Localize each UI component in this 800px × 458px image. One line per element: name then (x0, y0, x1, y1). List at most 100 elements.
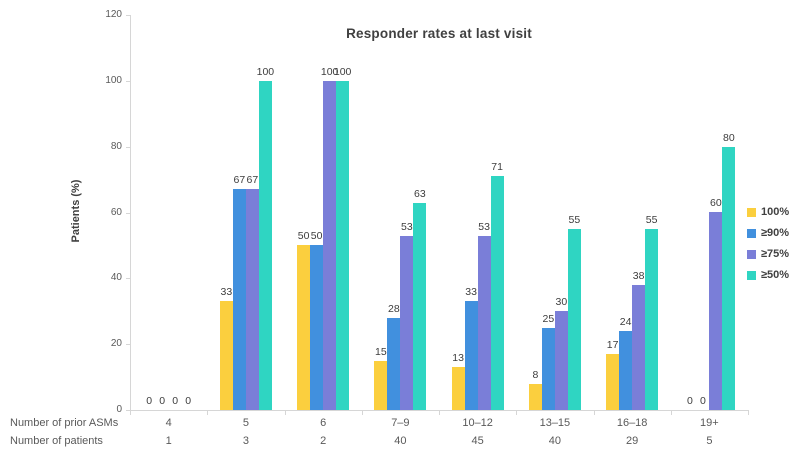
bar-≥50%-16–18 (645, 229, 659, 410)
bar-value-label: 55 (645, 214, 658, 226)
bar-value-label: 0 (172, 395, 179, 407)
y-tick-mark (126, 80, 130, 82)
category-label: 4 (165, 417, 172, 429)
category-label: 19+ (700, 417, 719, 429)
bar-≥75%-16–18 (632, 285, 646, 410)
y-tick-mark (126, 15, 130, 16)
x-tick-mark (748, 411, 749, 415)
bar-value-label: 0 (185, 395, 192, 407)
bar-≥75%-6 (323, 81, 337, 410)
bar-≥90%-16–18 (619, 331, 633, 410)
bar-value-label: 100 (333, 66, 352, 78)
x-tick-mark (593, 411, 595, 415)
x-row-label-patients: Number of patients (10, 435, 103, 447)
bar-≥50%-19+ (722, 147, 736, 410)
bar-≥75%-7–9 (400, 236, 414, 410)
bar-value-label: 33 (220, 286, 233, 298)
bar-100%-16–18 (606, 354, 620, 410)
patients-count-label: 2 (320, 435, 327, 447)
y-axis-title: Patients (%) (70, 179, 82, 243)
bar-value-label: 50 (310, 230, 323, 242)
legend-label: 100% (761, 206, 790, 218)
legend: 100% ≥90% ≥75% ≥50% (747, 206, 789, 290)
x-tick-mark (130, 411, 131, 415)
bar-≥75%-19+ (709, 212, 723, 410)
legend-swatch-icon (747, 270, 756, 280)
bar-100%-6 (297, 245, 311, 410)
legend-swatch-icon (747, 207, 756, 217)
y-tick-mark (126, 278, 130, 280)
bar-100%-13–15 (528, 384, 542, 410)
bar-value-label: 100 (256, 66, 275, 78)
category-label: 10–12 (462, 417, 493, 429)
bar-≥50%-5 (258, 81, 272, 410)
bar-value-label: 50 (297, 230, 310, 242)
bar-≥50%-10–12 (490, 176, 504, 410)
bar-value-label: 67 (246, 174, 259, 186)
bar-≥75%-13–15 (554, 311, 568, 410)
bar-value-label: 53 (401, 221, 413, 233)
legend-item-≥75%: ≥75% (747, 248, 789, 260)
patients-count-label: 3 (242, 435, 249, 447)
bar-value-label: 0 (699, 395, 706, 407)
bar-≥50%-7–9 (413, 203, 427, 410)
bar-≥90%-10–12 (464, 301, 478, 410)
bar-value-label: 8 (532, 369, 539, 381)
legend-item-100%: 100% (747, 206, 789, 218)
category-label: 5 (242, 417, 249, 429)
y-tick-label: 100 (105, 74, 122, 86)
legend-item-≥90%: ≥90% (747, 227, 789, 239)
bar-value-label: 0 (146, 395, 153, 407)
x-tick-mark (361, 411, 363, 415)
bar-value-label: 100 (320, 66, 339, 78)
y-tick-label: 120 (105, 9, 122, 20)
y-tick-mark (126, 146, 130, 148)
y-tick-mark (126, 212, 130, 214)
bar-≥75%-10–12 (477, 236, 491, 410)
bar-value-label: 67 (233, 174, 246, 186)
x-row-label-prior-asms: Number of prior ASMs (10, 417, 119, 429)
patients-count-label: 29 (626, 435, 639, 447)
bar-≥90%-6 (310, 245, 324, 410)
bar-value-label: 71 (491, 161, 503, 173)
bar-value-label: 13 (452, 352, 464, 364)
y-axis-line (130, 15, 131, 410)
y-tick-mark (126, 410, 130, 411)
bar-value-label: 25 (542, 313, 555, 325)
y-tick-label: 80 (110, 140, 122, 152)
bar-100%-5 (219, 301, 233, 410)
patients-count-label: 5 (706, 435, 713, 447)
bar-≥75%-5 (245, 189, 259, 410)
x-tick-mark (207, 411, 209, 415)
bar-value-label: 33 (465, 286, 477, 298)
legend-swatch-icon (747, 228, 756, 238)
y-tick-mark (126, 344, 130, 346)
bar-100%-7–9 (374, 361, 388, 410)
bar-value-label: 15 (375, 346, 387, 358)
category-label: 16–18 (616, 417, 648, 429)
bar-value-label: 24 (619, 316, 632, 328)
legend-label: ≥90% (761, 227, 790, 239)
bar-value-label: 28 (388, 303, 400, 315)
y-tick-label: 20 (110, 338, 122, 350)
bar-100%-10–12 (451, 367, 465, 410)
bar-value-label: 63 (414, 188, 426, 200)
bar-value-label: 30 (555, 296, 568, 308)
bar-value-label: 17 (606, 339, 619, 351)
bar-value-label: 80 (723, 132, 735, 144)
x-tick-mark (284, 411, 286, 415)
y-tick-label: 40 (110, 272, 122, 284)
bar-≥90%-13–15 (541, 328, 555, 410)
patients-count-label: 40 (394, 435, 407, 447)
bar-≥90%-5 (232, 189, 246, 410)
bar-value-label: 0 (159, 395, 166, 407)
bar-value-label: 55 (568, 214, 581, 226)
bar-≥90%-7–9 (387, 318, 401, 410)
category-label: 7–9 (391, 417, 410, 429)
bar-value-label: 38 (632, 270, 645, 282)
legend-label: ≥50% (761, 269, 790, 281)
bar-≥50%-6 (336, 81, 350, 410)
x-tick-mark (439, 411, 440, 415)
legend-label: ≥75% (761, 248, 790, 260)
x-tick-mark (670, 411, 672, 415)
